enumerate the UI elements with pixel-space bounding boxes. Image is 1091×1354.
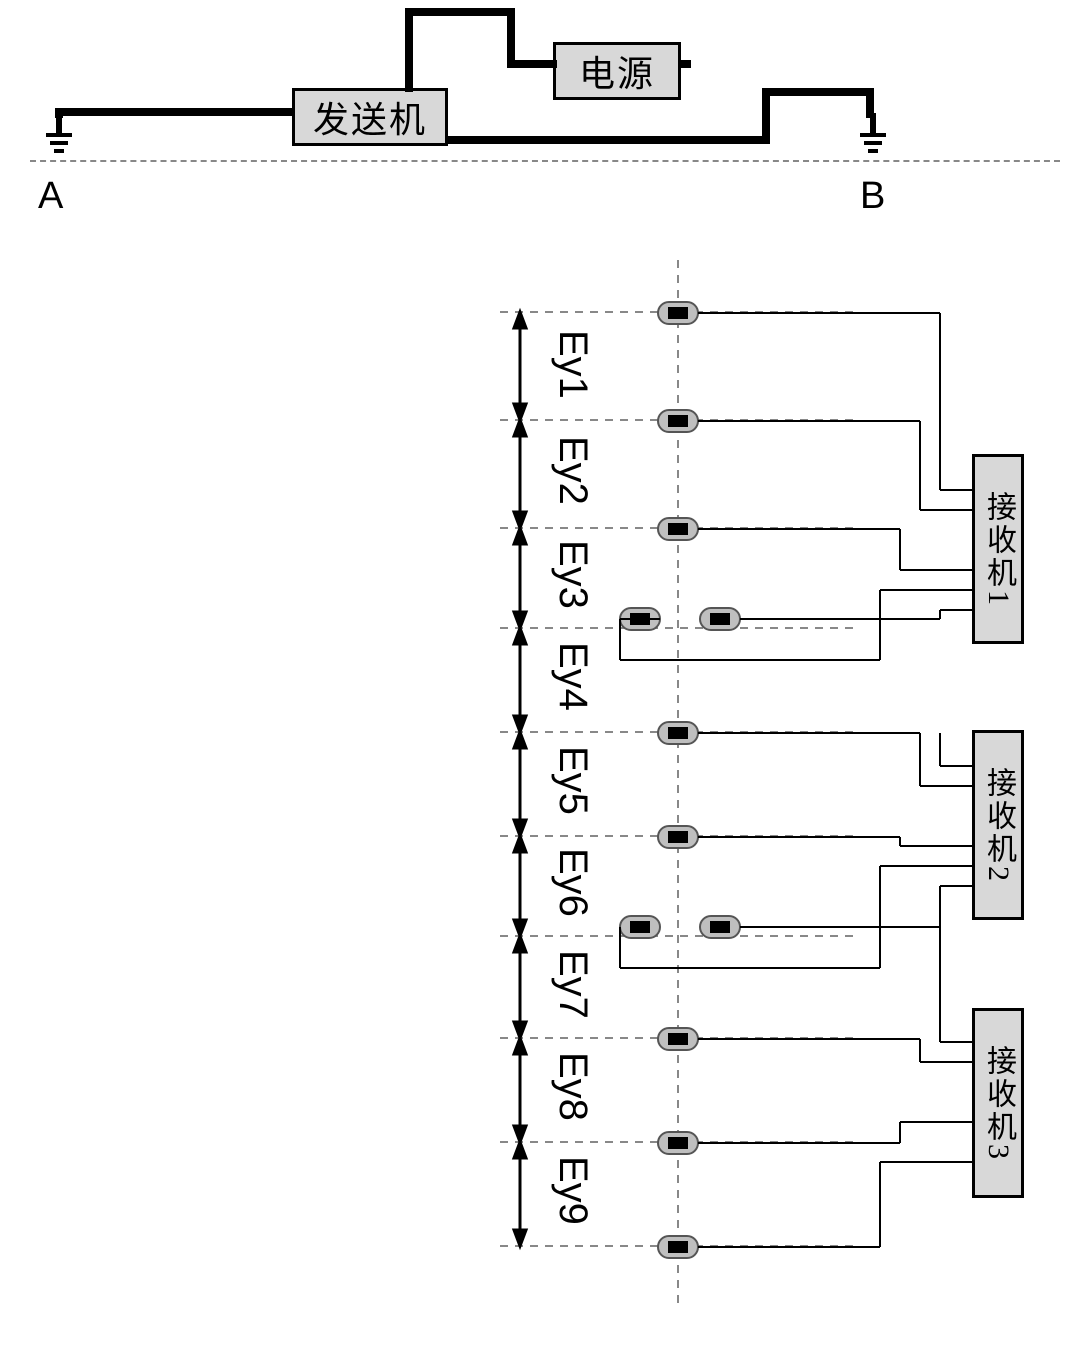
measurement-array: [0, 0, 1091, 1354]
ey8-label: Ey8: [550, 1052, 595, 1121]
ey6-label: Ey6: [550, 848, 595, 917]
electrode-icon: [658, 410, 698, 432]
ey4-label: Ey4: [550, 642, 595, 711]
electrode-icon: [658, 302, 698, 324]
electrode-icon: [658, 826, 698, 848]
electrode-icon: [658, 518, 698, 540]
ey1-label: Ey1: [550, 330, 595, 399]
electrode-icon: [620, 916, 660, 938]
ey9-label: Ey9: [550, 1156, 595, 1225]
electrode-icon: [658, 1132, 698, 1154]
electrode-icon: [658, 722, 698, 744]
ey3-label: Ey3: [550, 540, 595, 609]
electrode-icon: [658, 1236, 698, 1258]
electrode-icon: [658, 1028, 698, 1050]
ey2-label: Ey2: [550, 436, 595, 505]
ey7-label: Ey7: [550, 950, 595, 1019]
electrode-icon: [700, 916, 740, 938]
electrode-icon: [700, 608, 740, 630]
ey5-label: Ey5: [550, 746, 595, 815]
